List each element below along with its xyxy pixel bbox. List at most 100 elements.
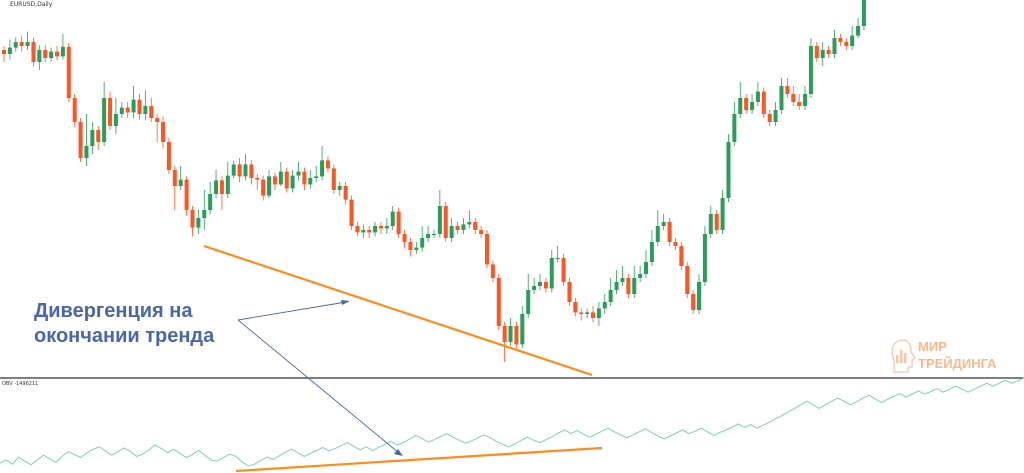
candle: [644, 262, 649, 274]
candle: [850, 35, 855, 46]
candle: [66, 46, 71, 98]
candle: [638, 274, 643, 278]
candle: [367, 230, 372, 233]
candle: [702, 234, 707, 282]
candle: [290, 175, 295, 189]
candle: [755, 91, 760, 102]
candle: [549, 258, 554, 289]
candle: [832, 38, 837, 54]
candle: [537, 282, 542, 286]
candle: [555, 258, 560, 259]
candle: [284, 171, 289, 189]
obv-divergence-trendline: [235, 446, 603, 473]
candle: [826, 50, 831, 54]
candle: [502, 326, 507, 342]
candle: [426, 234, 431, 238]
candle: [60, 46, 65, 57]
candle: [13, 42, 18, 48]
annotation-arrows: [237, 300, 403, 456]
candle: [349, 199, 354, 226]
candle: [496, 278, 501, 326]
candle: [602, 302, 607, 309]
candle: [797, 102, 802, 106]
candle: [750, 102, 755, 110]
annotation-line-1: Дивергенция на: [34, 300, 193, 322]
candle: [673, 242, 678, 246]
candle: [844, 42, 849, 46]
candle: [437, 206, 442, 234]
candle: [161, 122, 166, 142]
candle: [113, 114, 118, 126]
symbol-label: EURUSD,Daily: [10, 1, 53, 8]
candle: [402, 234, 407, 242]
candle: [396, 211, 401, 234]
candle: [84, 146, 89, 158]
candle: [455, 226, 460, 230]
candle: [744, 98, 749, 110]
obv-panel: [0, 377, 1024, 467]
candle: [102, 98, 107, 142]
candle: [90, 130, 95, 146]
candle: [738, 98, 743, 114]
arrowhead-price: [341, 300, 350, 305]
candle: [820, 50, 825, 58]
candle: [490, 264, 495, 278]
candle: [803, 94, 808, 106]
candle: [596, 308, 601, 318]
candle: [543, 282, 548, 289]
candle: [278, 171, 283, 185]
candle: [726, 142, 731, 198]
candle: [225, 175, 230, 194]
logo-line-2: ТРЕЙДИНГА: [918, 356, 997, 371]
candle: [655, 226, 660, 242]
arrowhead-obv: [394, 449, 403, 456]
candle: [296, 171, 301, 176]
candle: [125, 107, 130, 113]
arrow-to-obv-trendline: [237, 319, 400, 454]
candle: [231, 164, 236, 176]
candle: [314, 176, 319, 178]
candle: [55, 51, 60, 57]
candle: [767, 114, 772, 122]
candle: [267, 176, 272, 196]
candle: [679, 246, 684, 266]
candle: [579, 312, 584, 314]
candle: [608, 290, 613, 302]
candle: [479, 230, 484, 234]
candle: [838, 38, 843, 42]
candle: [779, 86, 784, 110]
candle: [761, 91, 766, 114]
candle: [243, 164, 248, 177]
candle: [720, 198, 725, 230]
candle: [184, 179, 189, 210]
candle: [320, 160, 325, 177]
candle: [649, 242, 654, 262]
candle: [526, 290, 531, 314]
candle: [31, 42, 36, 62]
candle: [861, 0, 866, 26]
candle: [691, 294, 696, 310]
candle: [72, 98, 77, 122]
candle: [431, 234, 436, 235]
candle: [302, 171, 307, 185]
candle: [708, 214, 713, 234]
annotation-line-2: окончании тренда: [34, 325, 215, 347]
candle: [573, 302, 578, 313]
candle: [373, 226, 378, 233]
candle: [697, 282, 702, 310]
candle: [484, 234, 489, 265]
candle: [443, 206, 448, 238]
candle: [620, 278, 625, 282]
candle: [808, 46, 813, 94]
candle: [355, 226, 360, 233]
obv-indicator-label: OBV -1496211: [2, 381, 39, 387]
candle: [325, 160, 330, 169]
candle: [361, 230, 366, 233]
candle: [632, 278, 637, 294]
candle: [420, 238, 425, 248]
candle: [219, 180, 224, 194]
candle: [308, 178, 313, 185]
candle: [78, 122, 83, 158]
candle: [49, 51, 54, 58]
